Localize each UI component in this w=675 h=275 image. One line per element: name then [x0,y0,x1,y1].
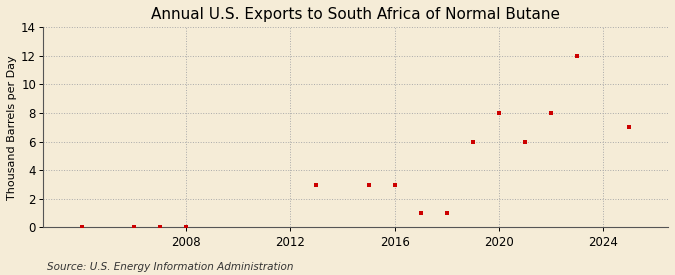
Point [77,225,88,230]
Point [415,211,426,215]
Point [493,111,504,115]
Point [520,139,531,144]
Point [129,225,140,230]
Title: Annual U.S. Exports to South Africa of Normal Butane: Annual U.S. Exports to South Africa of N… [151,7,560,22]
Point [545,111,556,115]
Point [624,125,634,130]
Point [389,182,400,187]
Point [155,225,165,230]
Point [572,54,583,58]
Point [363,182,374,187]
Point [441,211,452,215]
Point [181,225,192,230]
Text: Source: U.S. Energy Information Administration: Source: U.S. Energy Information Administ… [47,262,294,272]
Y-axis label: Thousand Barrels per Day: Thousand Barrels per Day [7,55,17,200]
Point [311,182,322,187]
Point [467,139,478,144]
